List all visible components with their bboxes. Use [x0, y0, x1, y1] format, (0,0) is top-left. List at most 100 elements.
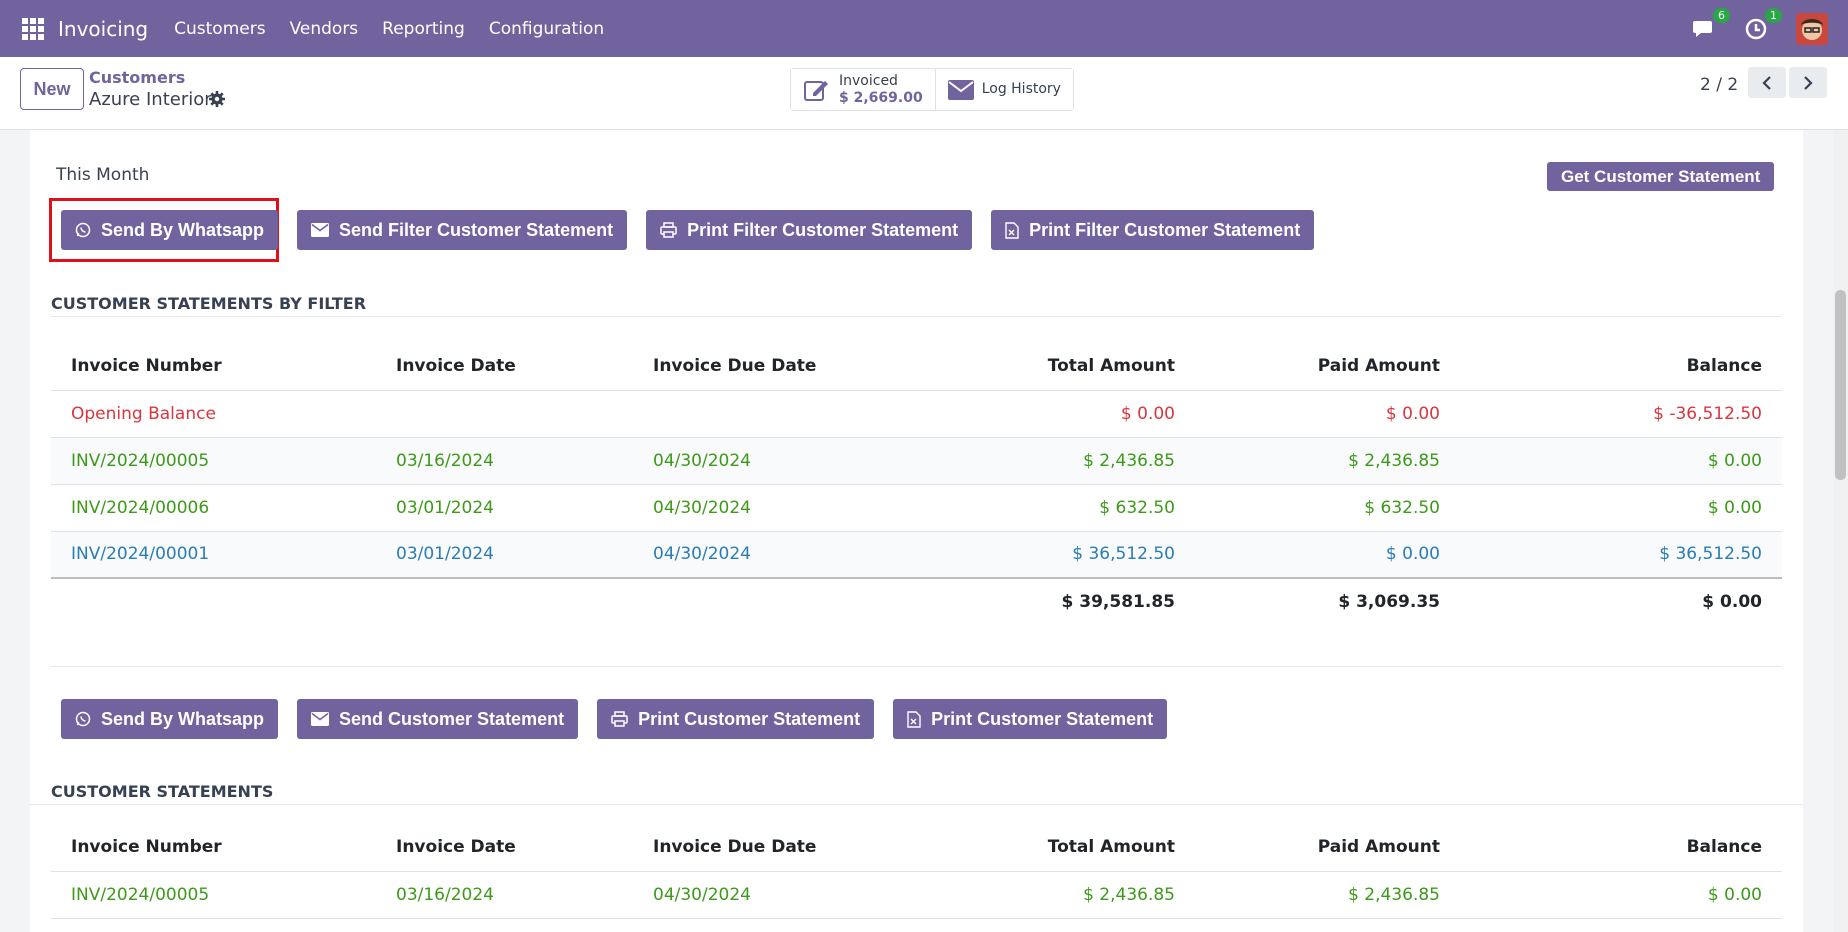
cell-total: $ 2,436.85 [883, 437, 1195, 485]
pager-next-button[interactable] [1789, 67, 1827, 98]
cell-date: 03/16/2024 [376, 437, 633, 485]
cell-paid: $ 632.50 [1195, 484, 1460, 532]
filter-section-title: CUSTOMER STATEMENTS BY FILTER [51, 294, 367, 313]
table-row[interactable]: INV/2024/00001 03/01/2024 04/30/2024 $ 3… [51, 531, 1782, 579]
totals-row: $ 39,581.85 $ 3,069.35 $ 0.00 [51, 577, 1782, 625]
smart-buttons: Invoiced $ 2,669.00 Log History [790, 68, 1074, 111]
log-history-label: Log History [981, 81, 1061, 97]
messages-badge: 6 [1713, 7, 1730, 23]
button-label: Print Filter Customer Statement [687, 219, 959, 240]
clock-icon [1745, 18, 1767, 39]
app-grid-icon[interactable] [22, 17, 44, 40]
button-label: Print Filter Customer Statement [1029, 219, 1301, 240]
activities-badge: 1 [1765, 7, 1782, 23]
whatsapp-icon [75, 222, 91, 238]
get-customer-statement-button[interactable]: Get Customer Statement [1547, 162, 1775, 191]
chevron-left-icon [1762, 75, 1771, 90]
cell-number: INV/2024/00005 [51, 437, 376, 485]
cell-due [633, 390, 883, 438]
period-label: This Month [56, 165, 150, 185]
printer-icon [660, 222, 677, 238]
print-customer-statement-button[interactable]: Print Customer Statement [597, 699, 875, 739]
col-paid-amount: Paid Amount [1195, 823, 1460, 872]
filter-actions: Send By Whatsapp Send Filter Customer St… [61, 210, 1315, 250]
send-by-whatsapp-button[interactable]: Send By Whatsapp [61, 699, 279, 739]
table-row[interactable]: INV/2024/00006 03/01/2024 04/30/2024 $ 6… [51, 484, 1782, 532]
cell-number: INV/2024/00001 [51, 531, 376, 579]
cell-number: Opening Balance [51, 390, 376, 438]
cell-total: $ 2,436.85 [883, 871, 1195, 919]
col-invoice-date: Invoice Date [376, 823, 633, 872]
pager-previous-button[interactable] [1748, 67, 1786, 98]
log-history-smart-button[interactable]: Log History [934, 69, 1073, 110]
print-filter-customer-statement-button[interactable]: Print Filter Customer Statement [646, 210, 973, 250]
balance-sum: $ 0.00 [1460, 577, 1782, 625]
excel-file-icon [1005, 221, 1019, 239]
cell-balance: $ 0.00 [1460, 484, 1782, 532]
messages-button[interactable]: 6 [1692, 7, 1730, 42]
send-by-whatsapp-filter-button[interactable]: Send By Whatsapp [61, 210, 279, 250]
cell-number: INV/2024/00006 [51, 484, 376, 532]
send-customer-statement-button[interactable]: Send Customer Statement [297, 699, 579, 739]
user-avatar[interactable] [1796, 12, 1828, 45]
gear-icon[interactable] [208, 90, 226, 108]
send-filter-customer-statement-button[interactable]: Send Filter Customer Statement [297, 210, 628, 250]
whatsapp-icon [75, 711, 91, 727]
invoiced-label: Invoiced [839, 72, 898, 89]
col-total-amount: Total Amount [883, 823, 1195, 872]
col-balance: Balance [1460, 342, 1782, 391]
menu-configuration[interactable]: Configuration [488, 18, 605, 39]
invoiced-value: $ 2,669.00 [839, 89, 923, 106]
menu-customers[interactable]: Customers [174, 18, 266, 39]
edit-icon [804, 80, 828, 101]
button-label: Send By Whatsapp [101, 219, 265, 240]
cell-date: 03/16/2024 [376, 871, 633, 919]
table-row[interactable]: INV/2024/00005 03/16/2024 04/30/2024 $ 2… [51, 437, 1782, 485]
envelope-icon [311, 712, 330, 726]
form-sheet: This Month Get Customer Statement Send B… [30, 130, 1803, 932]
cell-balance: $ 36,512.50 [1460, 531, 1782, 579]
col-invoice-number: Invoice Number [51, 342, 376, 391]
print-customer-statement-xls-button[interactable]: Print Customer Statement [893, 699, 1168, 739]
button-label: Print Customer Statement [931, 708, 1154, 729]
table-header-row: Invoice Number Invoice Date Invoice Due … [51, 823, 1782, 872]
filter-statement-table: Invoice Number Invoice Date Invoice Due … [51, 342, 1782, 625]
new-button[interactable]: New [20, 68, 84, 110]
invoiced-smart-button[interactable]: Invoiced $ 2,669.00 [791, 69, 935, 110]
app-name[interactable]: Invoicing [58, 16, 149, 41]
filter-section-divider [51, 316, 1781, 317]
pager-value[interactable]: 2 / 2 [1700, 75, 1739, 95]
scrollbar-thumb[interactable] [1835, 290, 1846, 480]
cell-number: INV/2024/00005 [51, 871, 376, 919]
cell-date: 03/01/2024 [376, 484, 633, 532]
breadcrumb-current: Azure Interior [89, 89, 212, 110]
paid-amount-sum: $ 3,069.35 [1195, 577, 1460, 625]
table-row[interactable]: INV/2024/00005 03/16/2024 04/30/2024 $ 2… [51, 871, 1782, 919]
section-divider [51, 666, 1781, 667]
form-content: This Month Get Customer Statement Send B… [0, 130, 1848, 932]
top-navbar: Invoicing Customers Vendors Reporting Co… [0, 0, 1848, 57]
vertical-scrollbar[interactable] [1833, 130, 1848, 932]
table-header-row: Invoice Number Invoice Date Invoice Due … [51, 342, 1782, 391]
breadcrumb-customers[interactable]: Customers [89, 68, 186, 87]
print-filter-customer-statement-xls-button[interactable]: Print Filter Customer Statement [991, 210, 1315, 250]
cell-date [376, 390, 633, 438]
cell-total: $ 0.00 [883, 390, 1195, 438]
statement-actions: Send By Whatsapp Send Customer Statement… [61, 699, 1168, 739]
control-panel: New Customers Azure Interior Invoiced $ … [0, 57, 1848, 130]
col-balance: Balance [1460, 823, 1782, 872]
cell-date: 03/01/2024 [376, 531, 633, 579]
total-amount-sum: $ 39,581.85 [883, 577, 1195, 625]
cell-balance: $ -36,512.50 [1460, 390, 1782, 438]
table-row[interactable]: Opening Balance $ 0.00 $ 0.00 $ -36,512.… [51, 390, 1782, 438]
col-total-amount: Total Amount [883, 342, 1195, 391]
activities-button[interactable]: 1 [1744, 7, 1782, 42]
button-label: Send By Whatsapp [101, 708, 265, 729]
button-label: Send Customer Statement [339, 708, 565, 729]
menu-vendors[interactable]: Vendors [289, 18, 359, 39]
col-invoice-due-date: Invoice Due Date [633, 823, 883, 872]
menu-reporting[interactable]: Reporting [382, 18, 465, 39]
envelope-icon [311, 223, 330, 237]
chevron-right-icon [1804, 75, 1813, 90]
cell-paid: $ 0.00 [1195, 390, 1460, 438]
